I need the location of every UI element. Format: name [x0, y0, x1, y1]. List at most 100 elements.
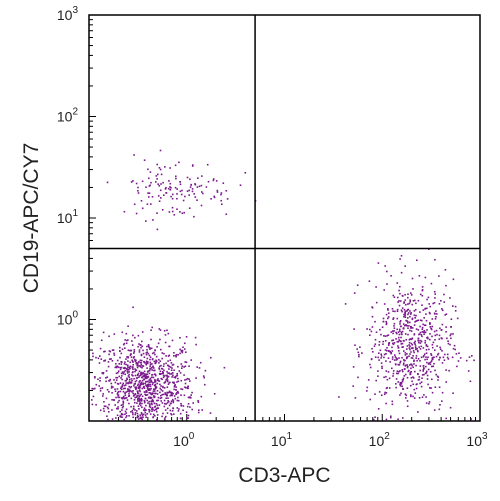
data-point [121, 384, 124, 387]
data-point [176, 193, 178, 195]
data-point [138, 397, 140, 399]
data-point [377, 356, 379, 359]
data-point [186, 176, 189, 179]
data-point [424, 372, 427, 375]
data-point [184, 342, 186, 345]
data-point [410, 371, 412, 373]
data-point [445, 313, 448, 315]
data-point [141, 418, 143, 421]
data-point [406, 348, 408, 350]
data-point [116, 393, 119, 395]
data-point [172, 374, 174, 377]
data-point [132, 390, 134, 392]
data-point [415, 364, 417, 367]
data-point [135, 182, 138, 185]
data-point [438, 275, 440, 277]
data-point [163, 382, 166, 384]
data-point [429, 371, 432, 373]
data-point [148, 408, 150, 411]
data-point [140, 346, 142, 349]
data-point [188, 207, 191, 209]
data-point [162, 371, 164, 374]
data-point [414, 370, 416, 373]
data-point [99, 409, 102, 412]
data-point [120, 416, 122, 418]
data-point [187, 414, 190, 417]
data-point [410, 351, 412, 353]
data-point [133, 350, 136, 353]
data-point [102, 393, 104, 395]
data-point [421, 396, 424, 398]
data-point [398, 328, 401, 331]
data-point [441, 350, 443, 352]
data-point [148, 379, 150, 381]
data-point [356, 284, 359, 286]
data-point [407, 308, 410, 311]
data-point [412, 383, 414, 386]
data-point [185, 361, 188, 364]
data-point [145, 352, 148, 354]
data-point [161, 415, 163, 418]
data-point [104, 405, 107, 408]
data-point [426, 370, 428, 373]
data-point [165, 187, 167, 189]
data-point [165, 362, 167, 365]
data-point [420, 381, 423, 383]
data-point [423, 353, 426, 355]
data-point [145, 394, 147, 396]
data-point [144, 361, 146, 364]
data-point [167, 401, 170, 403]
data-point [120, 387, 122, 390]
data-point [404, 299, 407, 301]
data-point [149, 347, 151, 349]
data-point [151, 376, 153, 378]
data-point [122, 372, 125, 375]
data-point [412, 347, 414, 350]
data-point [128, 402, 130, 405]
data-point [180, 379, 183, 382]
data-point [131, 359, 133, 362]
data-point [117, 408, 119, 410]
data-point [160, 373, 163, 375]
data-point [170, 400, 173, 402]
data-point [161, 390, 164, 392]
data-point [174, 186, 177, 189]
data-point [148, 196, 150, 198]
data-point [410, 326, 412, 328]
data-point [166, 394, 168, 397]
data-point [168, 180, 170, 182]
data-point [418, 376, 421, 378]
data-point [133, 203, 136, 206]
data-point [200, 395, 203, 398]
data-point [408, 344, 410, 346]
data-point [220, 192, 223, 194]
data-point [215, 180, 218, 182]
data-point [152, 382, 154, 384]
data-point [159, 149, 162, 152]
data-point [469, 380, 472, 383]
data-point [435, 355, 438, 358]
data-point [116, 414, 119, 417]
data-point [407, 370, 409, 373]
data-point [123, 342, 126, 345]
data-point [113, 399, 115, 401]
data-point [156, 163, 158, 166]
data-point [420, 340, 423, 343]
data-point [426, 298, 428, 301]
data-point [410, 347, 413, 349]
data-point [138, 389, 141, 391]
data-point [145, 220, 147, 222]
data-point [136, 392, 139, 395]
data-point [220, 199, 222, 202]
data-point [169, 186, 171, 188]
data-point [148, 346, 150, 349]
data-point [425, 356, 427, 358]
data-point [171, 206, 174, 209]
data-point [167, 355, 170, 357]
data-point [398, 364, 401, 366]
data-point [119, 390, 122, 393]
data-point [154, 349, 156, 352]
data-point [114, 388, 116, 390]
data-point [383, 356, 385, 359]
data-point [391, 367, 393, 370]
